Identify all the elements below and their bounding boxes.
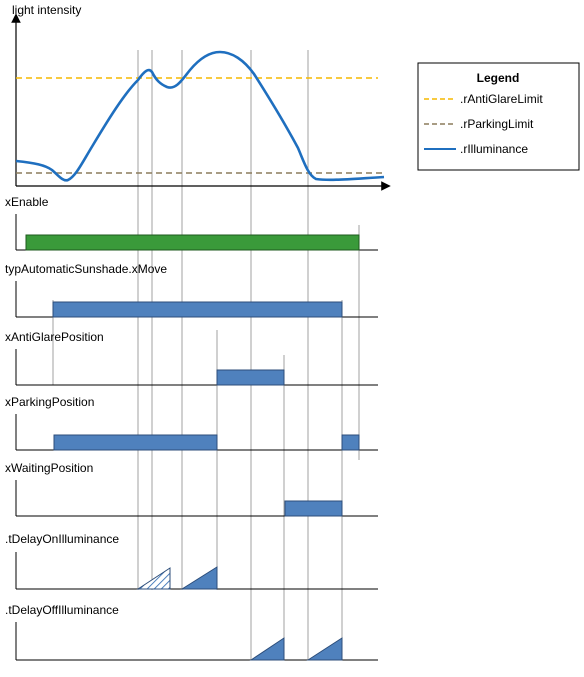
illuminance-curve [15,50,385,182]
signal-label: xParkingPosition [5,395,94,409]
signal-label: xAntiGlarePosition [5,330,104,344]
y-axis-label: light intensity [12,3,81,17]
parking-pulse-1 [53,434,218,451]
delay-on-ramp-aborted [136,567,171,590]
delay-off-ramp-1 [249,637,285,661]
signal-label: .tDelayOffIlluminance [5,603,119,617]
signal-xmove: typAutomaticSunshade.xMove [5,262,378,318]
intensity-chart-axes [11,13,391,191]
signal-label: .tDelayOnIlluminance [5,532,119,546]
antiglare-pulse [216,369,285,386]
signal-tdelayoffilluminance: .tDelayOffIlluminance [5,603,378,661]
signal-xwaitingposition: xWaitingPosition [5,461,378,517]
signal-xantiglareposition: xAntiGlarePosition [5,330,378,386]
xenable-pulse [25,234,360,251]
signal-xparkingposition: xParkingPosition [5,395,378,451]
signal-label: typAutomaticSunshade.xMove [5,262,167,276]
legend-item-illuminance: .rIlluminance [424,142,528,156]
signal-label: xEnable [5,195,49,209]
timing-gridlines [52,50,360,660]
legend-title: Legend [477,71,520,85]
xmove-pulse [52,301,343,318]
legend-item-parking: .rParkingLimit [424,117,534,131]
signal-xenable: xEnable [5,195,378,251]
signal-tdelayonilluminance: .tDelayOnIlluminance [5,532,378,590]
legend-item-antiglare: .rAntiGlareLimit [424,92,543,106]
legend-item-label: .rParkingLimit [460,117,534,131]
delay-off-ramp-2 [306,637,343,661]
delay-on-ramp-complete [180,566,218,590]
waiting-pulse [284,500,343,517]
legend-item-label: .rIlluminance [460,142,528,156]
parking-pulse-2 [341,434,360,451]
legend-item-label: .rAntiGlareLimit [460,92,543,106]
legend: Legend .rAntiGlareLimit .rParkingLimit .… [417,62,580,171]
signal-label: xWaitingPosition [5,461,93,475]
